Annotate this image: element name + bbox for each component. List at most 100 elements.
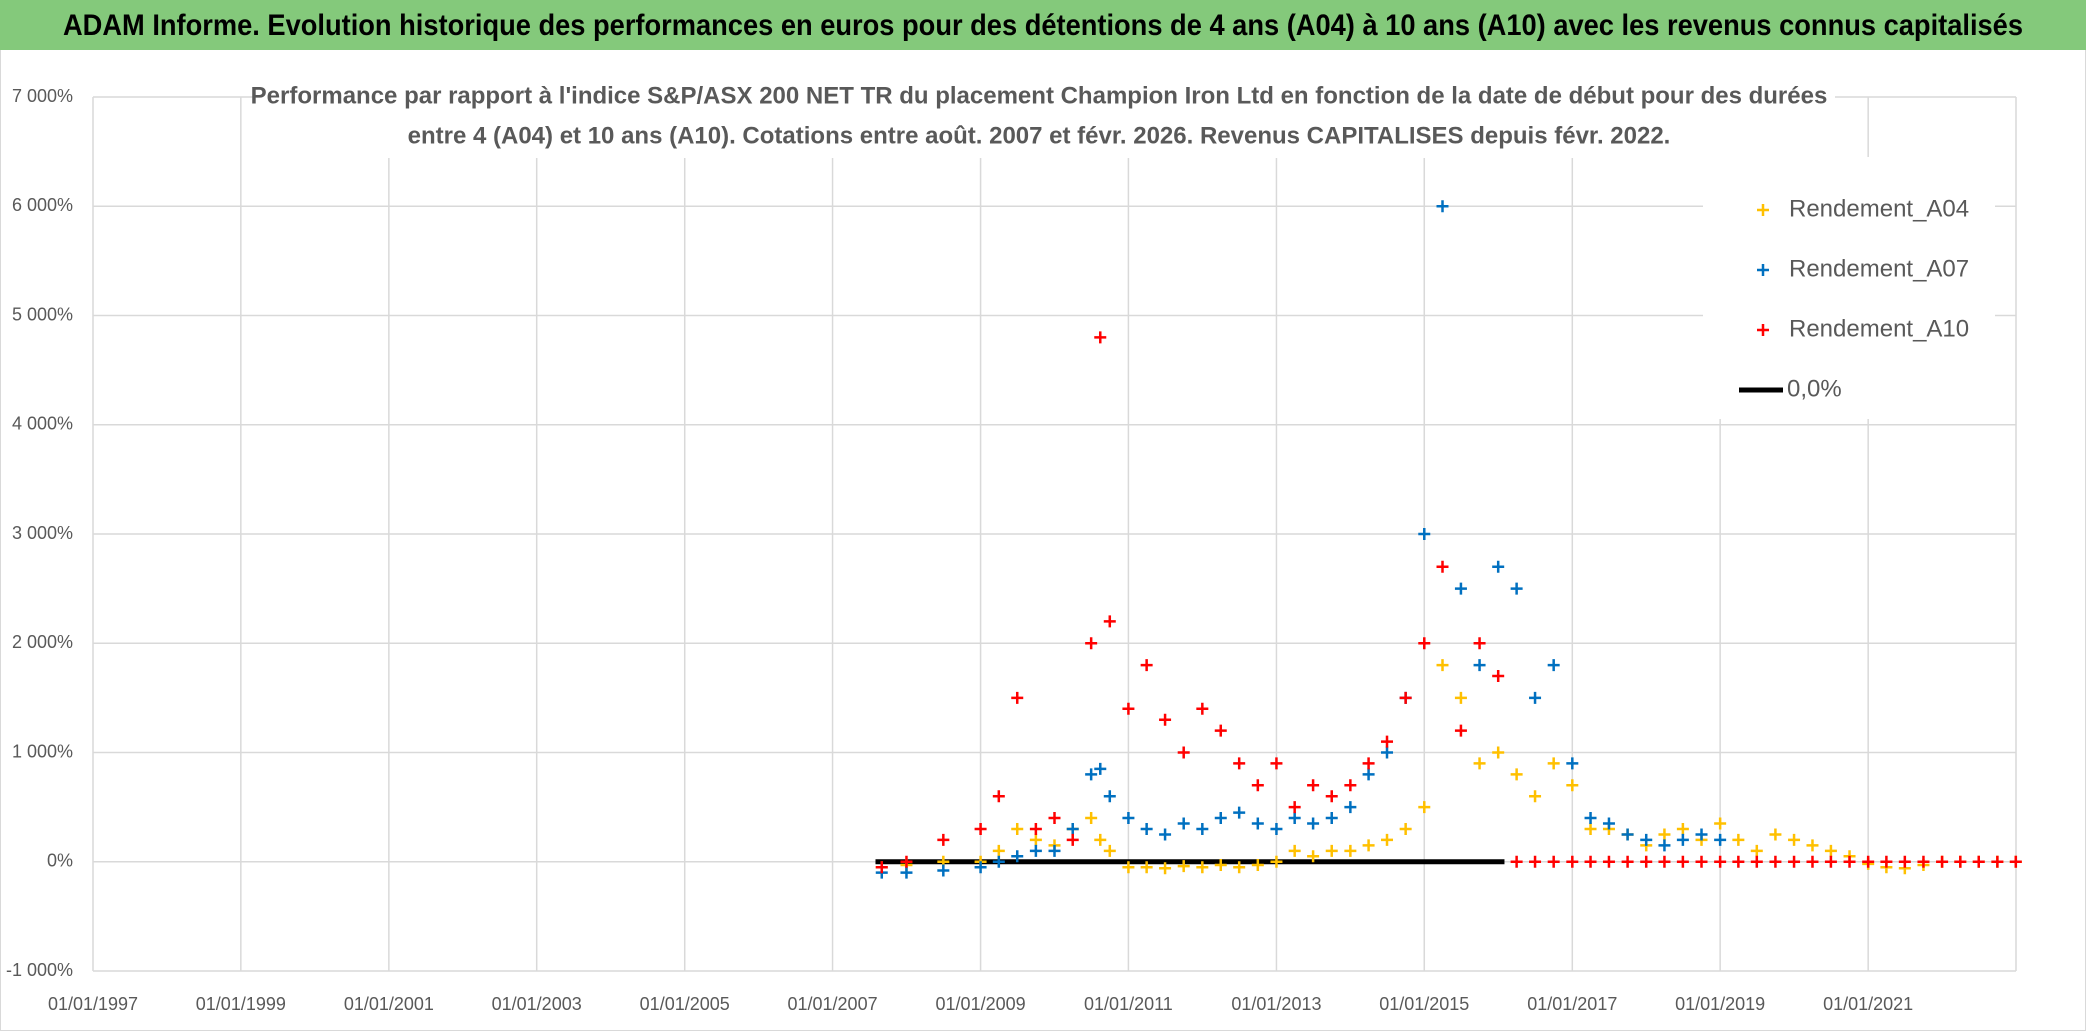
data-point — [1177, 746, 1190, 759]
x-tick-label: 01/01/2011 — [1084, 994, 1173, 1014]
data-point — [1584, 855, 1597, 868]
data-point — [1824, 855, 1837, 868]
data-point — [1362, 839, 1375, 852]
data-point — [1436, 200, 1449, 213]
data-point — [1196, 822, 1209, 835]
data-point — [1381, 833, 1394, 846]
data-point — [1714, 855, 1727, 868]
data-point — [1547, 855, 1560, 868]
data-point — [1492, 670, 1505, 683]
data-point — [1048, 844, 1061, 857]
data-point — [1547, 757, 1560, 770]
data-point — [1584, 822, 1597, 835]
data-point — [1769, 828, 1782, 841]
data-point — [1991, 855, 2004, 868]
data-point — [1029, 822, 1042, 835]
data-point — [1566, 779, 1579, 792]
data-point — [1529, 855, 1542, 868]
legend-label: Rendement_A04 — [1789, 195, 1969, 222]
data-point — [1750, 855, 1763, 868]
data-point — [1325, 812, 1338, 825]
data-point — [992, 844, 1005, 857]
data-point — [1436, 560, 1449, 573]
data-point — [1270, 855, 1283, 868]
data-point — [1177, 817, 1190, 830]
data-point — [1214, 859, 1227, 872]
data-point — [1233, 757, 1246, 770]
data-point — [1122, 861, 1135, 874]
data-point — [937, 864, 950, 877]
data-point — [1011, 822, 1024, 835]
data-point — [1640, 833, 1653, 846]
data-point — [1344, 779, 1357, 792]
data-point — [1492, 560, 1505, 573]
y-tick-label: -1 000% — [6, 960, 73, 980]
chart-subtitle: Performance par rapport à l'indice S&P/A… — [251, 82, 1828, 109]
data-point — [1029, 833, 1042, 846]
x-tick-label: 01/01/2013 — [1231, 994, 1321, 1014]
chart-title: ADAM Informe. Evolution historique des p… — [63, 9, 2023, 42]
x-tick-label: 01/01/2007 — [788, 994, 878, 1014]
y-tick-label: 0% — [47, 851, 73, 871]
data-point — [1824, 844, 1837, 857]
x-tick-label: 01/01/2003 — [492, 994, 582, 1014]
legend-box — [1703, 157, 1995, 419]
data-point — [1307, 779, 1320, 792]
data-point — [1103, 790, 1116, 803]
data-point — [1344, 844, 1357, 857]
data-point — [1307, 850, 1320, 863]
chart-subtitle: entre 4 (A04) et 10 ans (A10). Cotations… — [408, 122, 1671, 149]
data-point — [1454, 582, 1467, 595]
data-point — [1362, 768, 1375, 781]
data-point — [1880, 855, 1893, 868]
data-point — [1103, 615, 1116, 628]
data-point — [1085, 768, 1098, 781]
data-point — [1251, 859, 1264, 872]
data-point — [1473, 637, 1486, 650]
data-point — [992, 790, 1005, 803]
data-point — [1714, 817, 1727, 830]
data-point — [1602, 817, 1615, 830]
data-point — [1196, 861, 1209, 874]
data-point — [1732, 833, 1745, 846]
data-point — [1547, 659, 1560, 672]
plot-marks — [875, 200, 2022, 879]
data-point — [1972, 855, 1985, 868]
data-point — [1602, 855, 1615, 868]
legend-label: Rendement_A10 — [1789, 315, 1969, 342]
legend-marker — [1757, 204, 1769, 216]
data-point — [1676, 822, 1689, 835]
data-point — [1270, 822, 1283, 835]
y-tick-label: 4 000% — [12, 414, 73, 434]
data-point — [1011, 850, 1024, 863]
data-point — [1510, 582, 1523, 595]
data-point — [1936, 855, 1949, 868]
data-point — [1159, 713, 1172, 726]
data-point — [1325, 844, 1338, 857]
title-bar — [0, 0, 2086, 50]
data-point — [1621, 828, 1634, 841]
data-point — [1140, 659, 1153, 672]
data-point — [2009, 855, 2022, 868]
data-point — [1714, 833, 1727, 846]
x-tick-label: 01/01/1999 — [196, 994, 286, 1014]
data-point — [1103, 844, 1116, 857]
x-tick-label: 01/01/2001 — [344, 994, 434, 1014]
data-point — [1621, 855, 1634, 868]
y-tick-label: 1 000% — [12, 741, 73, 761]
data-point — [974, 861, 987, 874]
x-tick-label: 01/01/2017 — [1527, 994, 1617, 1014]
legend-marker — [1757, 324, 1769, 336]
data-point — [1510, 855, 1523, 868]
data-point — [1492, 746, 1505, 759]
data-point — [1122, 812, 1135, 825]
data-point — [1399, 691, 1412, 704]
y-tick-label: 6 000% — [12, 195, 73, 215]
data-point — [1566, 757, 1579, 770]
y-tick-label: 5 000% — [12, 304, 73, 324]
data-point — [1325, 790, 1338, 803]
data-point — [1418, 637, 1431, 650]
data-point — [1094, 762, 1107, 775]
data-point — [992, 855, 1005, 868]
